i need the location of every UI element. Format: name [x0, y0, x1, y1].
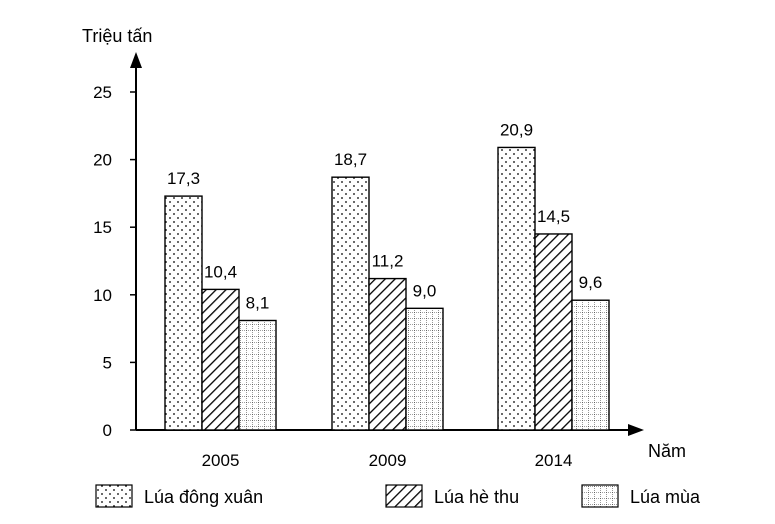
legend-label: Lúa mùa — [630, 487, 701, 507]
bars — [164, 146, 610, 431]
y-tick-label: 10 — [93, 286, 112, 305]
y-tick-label: 25 — [93, 83, 112, 102]
bar — [368, 277, 407, 431]
bar — [201, 288, 240, 431]
bar-value-label: 10,4 — [204, 262, 237, 281]
x-axis-arrow — [628, 424, 644, 436]
y-tick-label: 0 — [103, 421, 112, 440]
y-axis-title: Triệu tấn — [82, 26, 152, 46]
bar-value-label: 11,2 — [372, 252, 404, 271]
y-tick-label: 20 — [93, 151, 112, 170]
x-axis-title: Năm — [648, 441, 686, 461]
bar — [497, 146, 536, 431]
bar-value-label: 8,1 — [246, 293, 270, 312]
y-axis-arrow — [130, 52, 142, 68]
bar — [405, 307, 444, 431]
x-tick-label: 2009 — [369, 451, 407, 470]
legend-swatch — [581, 484, 619, 508]
bar-value-label: 14,5 — [537, 207, 570, 226]
y-tick-label: 5 — [103, 353, 112, 372]
bar — [571, 299, 610, 431]
legend: Lúa đông xuân Lúa hè thu Lúa mùa — [95, 484, 701, 508]
legend-swatch — [95, 484, 133, 508]
y-tick-label: 15 — [93, 218, 112, 237]
bar-value-label: 9,6 — [579, 273, 603, 292]
x-ticks: 2005 2009 2014 — [202, 451, 573, 470]
bar-value-label: 9,0 — [413, 281, 437, 300]
bar — [331, 176, 370, 431]
bar — [238, 319, 277, 431]
x-tick-label: 2005 — [202, 451, 240, 470]
data-labels: 17,3 18,7 20,9 10,4 11,2 14,5 8,1 9,0 9,6 — [167, 120, 602, 312]
legend-label: Lúa hè thu — [434, 487, 519, 507]
bar — [534, 233, 573, 431]
x-tick-label: 2014 — [535, 451, 573, 470]
y-ticks: 0 5 10 15 20 25 — [93, 83, 136, 440]
bar-value-label: 18,7 — [334, 150, 367, 169]
legend-swatch — [385, 484, 423, 508]
bar-value-label: 20,9 — [500, 120, 533, 139]
legend-label: Lúa đông xuân — [144, 487, 263, 507]
bar-value-label: 17,3 — [167, 169, 200, 188]
bar — [164, 195, 203, 431]
